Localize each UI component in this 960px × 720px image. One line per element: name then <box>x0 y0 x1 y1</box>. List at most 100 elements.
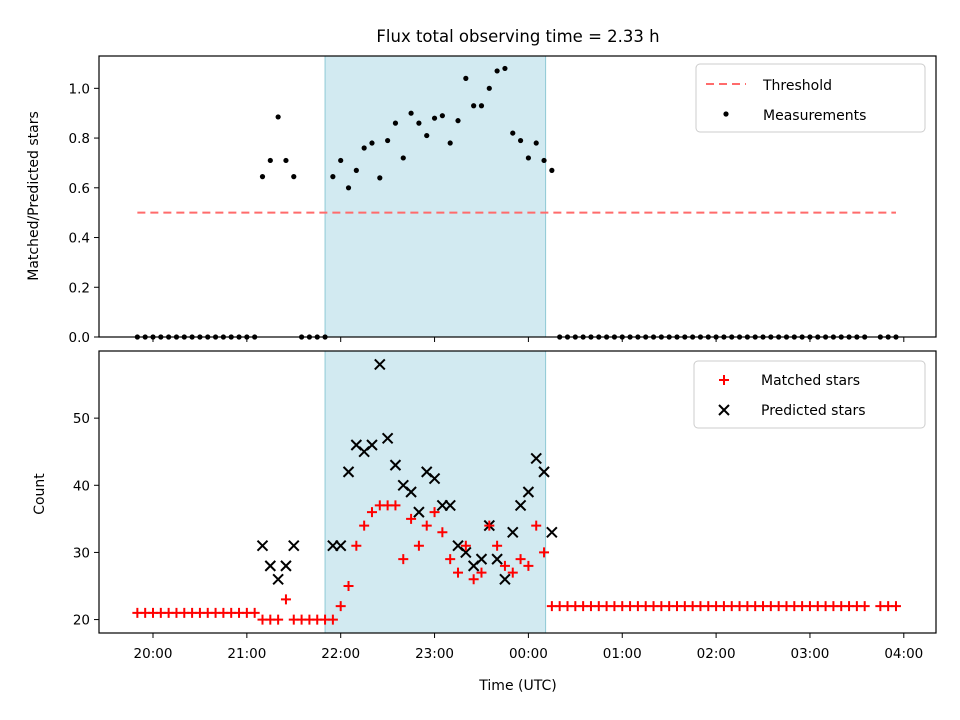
measurement-point <box>525 155 532 161</box>
measurement-point <box>353 167 359 173</box>
x-tick-label: 23:00 <box>415 646 454 662</box>
predicted-star-point <box>460 546 472 559</box>
predicted-star-point <box>546 526 558 538</box>
matched-star-point <box>437 527 448 538</box>
legend-measurements-swatch <box>723 111 729 117</box>
bottom-y-tick-label: 40 <box>73 478 90 494</box>
predicted-star-point <box>475 553 488 565</box>
measurement-point <box>533 140 539 146</box>
predicted-star-point <box>491 553 503 565</box>
matched-star-point <box>460 540 471 551</box>
matched-star-point <box>453 567 464 578</box>
legend-threshold-label: Threshold <box>762 78 832 94</box>
measurement-point <box>345 185 352 191</box>
bottom-y-axis-label: Count <box>32 473 48 515</box>
top-axes: 0.0 0.2 0.4 0.6 0.8 1.0 Matched/Predicted sta… <box>26 55 937 346</box>
predicted-star-point <box>381 432 394 444</box>
predicted-star-point <box>374 358 386 371</box>
measurement-point <box>471 103 477 109</box>
matched-star-point <box>539 547 550 558</box>
bottom-legend-box <box>693 360 926 429</box>
x-tick-label: 21:00 <box>227 646 266 662</box>
bottom-y-tick-label: 20 <box>73 613 90 629</box>
matched-star-point <box>390 500 401 511</box>
x-axis-label: Time (UTC) <box>478 678 556 694</box>
top-y-tick-label: 0.6 <box>69 181 90 197</box>
matched-star-point <box>507 567 518 578</box>
predicted-star-point <box>499 573 511 585</box>
predicted-star-point <box>280 560 292 572</box>
matched-star-point <box>484 520 495 531</box>
measurement-point <box>385 137 391 144</box>
measurement-point <box>416 120 422 126</box>
measurement-point <box>275 114 281 120</box>
predicted-star-point <box>413 506 425 518</box>
legend-matched-label: Matched stars <box>761 373 860 389</box>
x-tick-label: 22:00 <box>321 646 360 662</box>
predicted-star-point <box>530 452 542 465</box>
predicted-star-point <box>522 486 535 498</box>
measurement-point <box>400 155 406 161</box>
predicted-star-point <box>538 466 550 478</box>
legend-matched-swatch <box>719 375 729 385</box>
matched-star-point <box>249 607 260 618</box>
x-tick-label: 02:00 <box>697 646 736 662</box>
matched-star-point <box>531 520 542 531</box>
matched-star-point <box>327 614 338 625</box>
matched-star-point <box>429 507 440 518</box>
top-y-tick-label: 0.0 <box>69 330 90 346</box>
bottom-axes-frame <box>98 350 937 634</box>
measurement-point <box>549 167 555 173</box>
matched-star-point <box>476 567 487 578</box>
matched-star-point <box>273 614 284 625</box>
measurement-point <box>361 145 367 151</box>
top-axes-frame <box>98 55 937 338</box>
measurement-point <box>431 115 438 121</box>
measurement-point <box>424 132 430 139</box>
measurement-point <box>267 157 273 164</box>
x-tick-label: 20:00 <box>134 646 173 662</box>
matched-star-point <box>515 554 526 565</box>
measurement-point <box>408 110 414 116</box>
predicted-star-point <box>366 439 378 451</box>
measurement-point <box>283 157 289 164</box>
top-legend: Threshold Measurements <box>695 63 926 133</box>
measurement-point <box>502 65 508 72</box>
measurement-point <box>338 157 344 164</box>
measurement-point <box>494 68 500 74</box>
top-y-tick-label: 0.4 <box>69 231 90 247</box>
matched-star-point <box>343 581 354 591</box>
matched-star-point <box>492 540 503 551</box>
matched-star-point <box>421 520 432 531</box>
measurement-point <box>439 113 445 119</box>
top-y-tick-label: 1.0 <box>69 81 90 97</box>
bottom-legend: Matched stars Predicted stars <box>693 360 926 429</box>
bottom-y-tick-label: 30 <box>73 545 90 561</box>
predicted-star-point <box>507 526 519 538</box>
matched-star-point <box>335 601 346 612</box>
bottom-axes: 20 30 40 50 20:00 21:00 22:00 23:00 00:00 01:00 02… <box>32 350 937 694</box>
measurement-point <box>486 85 492 91</box>
top-y-axis-label: Matched/Predicted stars <box>26 111 42 281</box>
x-tick-label: 03:00 <box>790 646 829 662</box>
measurement-point <box>478 103 485 109</box>
predicted-star-point <box>444 499 456 512</box>
bottom-y-tick-label: 50 <box>73 411 90 427</box>
x-tick-label: 00:00 <box>509 646 548 662</box>
top-y-tick-label: 0.2 <box>69 280 90 296</box>
measurement-point <box>447 140 453 146</box>
measurement-point <box>330 174 336 180</box>
matched-star-point <box>468 574 479 585</box>
matched-star-point <box>413 540 424 551</box>
matched-star-point <box>366 507 377 518</box>
top-observing-window <box>324 55 547 338</box>
measurement-point <box>377 175 383 181</box>
measurement-point <box>392 120 399 126</box>
matched-star-point <box>280 594 291 605</box>
matched-star-point <box>398 554 409 565</box>
measurement-point <box>463 75 469 81</box>
measurement-point <box>259 174 266 180</box>
measurement-point <box>369 140 375 146</box>
measurement-point <box>455 118 461 124</box>
